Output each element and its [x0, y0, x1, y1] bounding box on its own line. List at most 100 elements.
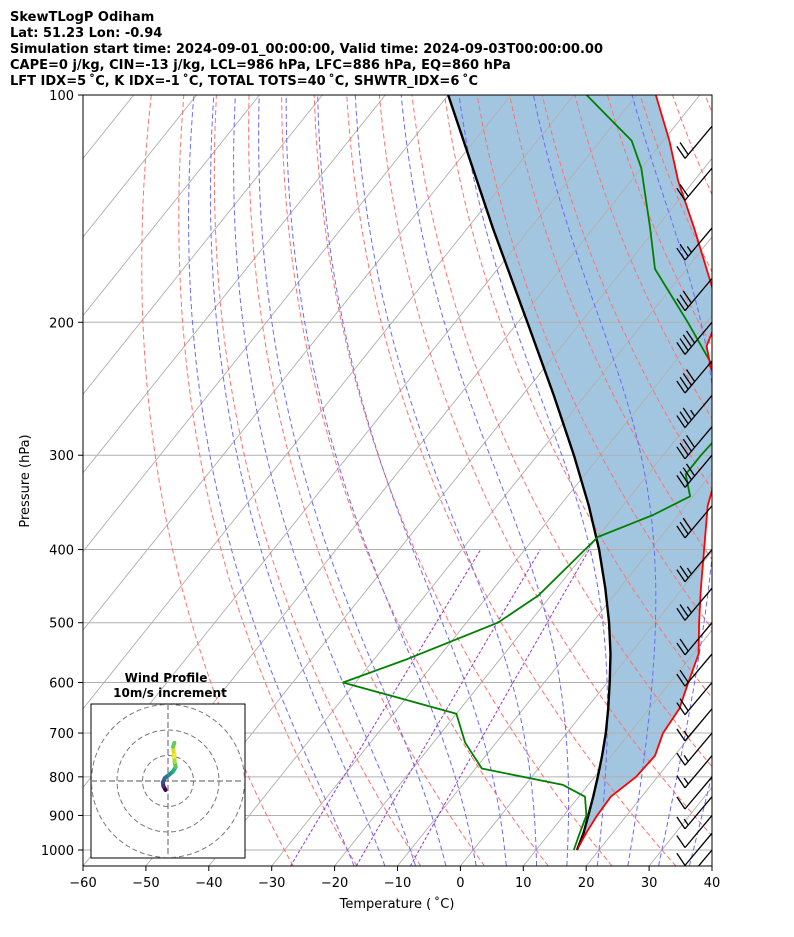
- barb-flag: [679, 521, 689, 535]
- barb-shaft: [684, 549, 712, 583]
- wind-barb: [676, 395, 712, 429]
- moist-adiabat: [233, 95, 416, 866]
- barb-flag: [679, 184, 689, 197]
- barb-flag: [679, 338, 689, 351]
- wind-barb: [676, 653, 712, 687]
- barb-flag: [676, 642, 686, 656]
- x-tick-label: 0: [456, 876, 464, 891]
- barb-flag: [679, 294, 689, 308]
- parcel-dashed-line: [576, 796, 594, 851]
- wind-barb: [676, 776, 712, 810]
- barb-flag: [676, 247, 686, 261]
- mixing-ratio-lines: [290, 549, 590, 866]
- barb-flag: [676, 415, 686, 428]
- profile-lines: [342, 95, 712, 851]
- barb-flag: [676, 796, 686, 810]
- dry-adiabat: [178, 95, 358, 866]
- dry-adiabat: [738, 95, 794, 866]
- hodograph-title: Wind Profile: [125, 671, 208, 685]
- isotherm-line: [334, 393, 712, 866]
- hodograph-trace-segment: [171, 740, 177, 749]
- barb-shaft: [684, 360, 712, 394]
- barb-shaft: [684, 587, 712, 621]
- isotherm-line: [522, 629, 712, 866]
- barb-flag: [679, 142, 689, 155]
- dry-adiabat: [378, 95, 712, 837]
- moist-adiabat: [400, 95, 570, 866]
- barb-flag: [685, 434, 696, 448]
- hodograph-inset: Wind Profile 10m/s increment: [90, 671, 246, 859]
- dewpoint-line: [342, 95, 712, 851]
- wind-barb: [676, 796, 712, 830]
- wind-barb: [676, 125, 712, 159]
- barb-flag: [679, 565, 689, 579]
- barb-flag: [676, 342, 686, 355]
- barb-flag: [682, 407, 692, 421]
- barb-flag: [676, 474, 686, 488]
- wind-barb: [676, 708, 712, 742]
- barb-shaft: [684, 167, 712, 201]
- barb-flag: [676, 145, 686, 159]
- x-axis-ticks: −60 −50 −40 −30 −20 −10 0 10 20 30 40: [69, 866, 720, 891]
- wind-barb: [684, 849, 712, 878]
- barb-flag: [676, 728, 686, 742]
- barb-flag: [679, 442, 689, 456]
- wind-barb: [676, 426, 712, 460]
- barb-half-flag: [683, 818, 689, 826]
- dry-adiabat: [444, 95, 712, 699]
- hodograph-plot: [91, 704, 245, 858]
- dry-adiabat: [313, 95, 613, 866]
- barb-shaft: [684, 796, 712, 830]
- temperature-line: [576, 95, 712, 851]
- y-axis-label: Pressure (hPa): [18, 434, 33, 527]
- barb-flag: [682, 372, 692, 386]
- barb-shaft: [684, 426, 712, 460]
- barb-shaft: [684, 732, 712, 766]
- moist-adiabat: [187, 95, 355, 866]
- barb-shaft: [684, 776, 712, 810]
- barb-half-flag: [690, 409, 696, 417]
- wind-barb: [676, 755, 712, 789]
- barb-flag: [679, 698, 689, 712]
- barb-half-flag: [683, 777, 689, 785]
- moist-adiabats: [187, 95, 712, 866]
- barb-flag: [676, 298, 686, 312]
- x-tick-label: −10: [384, 876, 411, 891]
- barb-shaft: [684, 454, 712, 488]
- barb-flag: [676, 702, 686, 716]
- isotherm-line: [83, 95, 197, 238]
- barb-flag: [682, 467, 692, 481]
- cape-line: CAPE=0 j/kg, CIN=-13 j/kg, LCL=986 hPa, …: [10, 58, 511, 73]
- moist-adiabat: [258, 95, 447, 866]
- barb-flag: [682, 290, 692, 304]
- isotherm-line: [83, 95, 512, 631]
- hodograph-subtitle: 10m/s increment: [113, 686, 227, 700]
- index-line: LFT IDX=5 ˚C, K IDX=-1 ˚C, TOTAL TOTS=40…: [10, 73, 478, 89]
- barb-half-flag: [684, 872, 688, 878]
- barb-shaft: [684, 755, 712, 789]
- x-tick-label: −40: [195, 876, 222, 891]
- barb-flag: [682, 438, 692, 452]
- barb-shaft: [684, 708, 712, 742]
- y-axis-ticks: 100 200 300 400 500 600 700 800 900 1000: [41, 89, 83, 859]
- moist-adiabat: [354, 95, 538, 866]
- barb-shaft: [684, 227, 712, 261]
- plot-area: [83, 95, 794, 878]
- barb-shaft: [684, 622, 712, 656]
- y-tick-label: 400: [49, 544, 74, 559]
- y-tick-label: 1000: [41, 844, 74, 859]
- barb-flag: [679, 243, 689, 257]
- y-tick-label: 500: [49, 617, 74, 632]
- moist-adiabat: [631, 95, 712, 866]
- barb-half-flag: [686, 246, 692, 253]
- barb-shaft: [697, 849, 712, 866]
- x-tick-label: −60: [69, 876, 96, 891]
- isotherm-line: [83, 95, 386, 474]
- barb-shaft: [684, 653, 712, 687]
- barb-flag: [676, 835, 686, 848]
- wind-barb: [676, 549, 712, 583]
- isotherm-line: [460, 550, 712, 866]
- time-line: Simulation start time: 2024-09-01_00:00:…: [10, 42, 603, 57]
- barb-half-flag: [683, 730, 689, 738]
- isotherm-line: [83, 95, 260, 317]
